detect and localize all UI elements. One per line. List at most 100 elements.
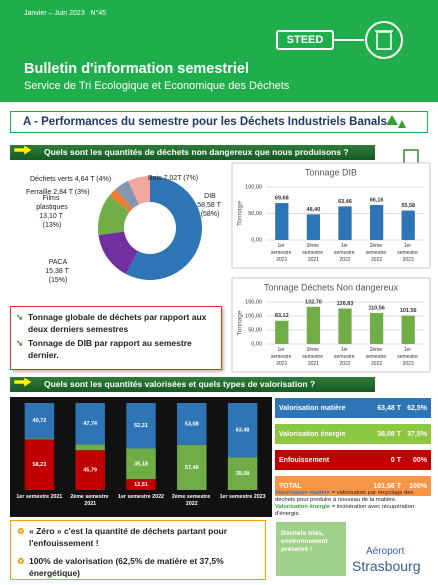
y-tick-label: 0,00	[251, 237, 262, 243]
x-tick-label: 1er semestre 2022	[334, 243, 356, 263]
slice-name: DIB	[204, 193, 216, 200]
value-label: 57,48	[185, 465, 199, 471]
value-label: 63,46	[338, 199, 352, 205]
table-row: Valorisation matière 63,48 T 62,5%	[275, 398, 431, 418]
text-line: 1er	[277, 243, 286, 249]
row-share: 37,5%	[407, 430, 427, 438]
text-line: Films	[43, 195, 62, 202]
value-label: 0	[241, 483, 244, 489]
bar-segment	[227, 403, 258, 458]
text-line: semestre	[302, 354, 324, 360]
text-line: (15%)	[49, 277, 68, 284]
slice-name: Ferraille	[26, 189, 51, 196]
text-line: 1er	[404, 243, 413, 249]
bar	[306, 306, 321, 344]
row-label: Valorisation énergie	[279, 430, 346, 438]
text-line: semestre	[334, 354, 356, 360]
bullet: Tonnage de DIB par rapport au semestre d…	[16, 337, 216, 361]
slice-label: 58,58 T (58%)	[197, 202, 222, 218]
value-label: 47,74	[83, 421, 98, 427]
value-label: 110,56	[368, 305, 385, 311]
text-line: 2ème	[306, 347, 320, 353]
row-label: Valorisation matière	[279, 404, 346, 412]
value-label: 69,68	[275, 196, 289, 202]
y-tick-label: 50,00	[248, 211, 262, 217]
value-label: 45,79	[83, 468, 97, 474]
bar	[401, 315, 415, 344]
text-line: DIB	[204, 193, 216, 200]
value-label: 12,51	[134, 482, 148, 488]
y-axis-label: Tonnage	[237, 201, 244, 226]
value-label: 35,18	[134, 461, 148, 467]
slice-name: Déchets verts	[30, 176, 73, 183]
value-label: 53,08	[185, 421, 199, 427]
y-tick-label: 0,00	[251, 341, 262, 347]
bar-segment	[75, 403, 105, 445]
y-tick-label: 100,00	[245, 313, 262, 319]
x-tick-label: 2ème semestre 2022	[366, 243, 388, 263]
bar-segment	[24, 439, 55, 490]
y-tick-label: 150,00	[245, 299, 262, 305]
text-line: PACA	[49, 259, 68, 266]
bullets-box: Tonnage globale de déchets par rapport a…	[10, 306, 222, 370]
bar	[306, 214, 321, 240]
slice-name: Films plastiques	[36, 195, 68, 211]
text-line: 2022	[371, 361, 382, 367]
text-line: (13%)	[43, 222, 62, 229]
note-text: = incinération avec récupération d'énerg…	[275, 504, 415, 517]
text-line: 2ème semestre	[70, 494, 110, 500]
header: Janvier – Juin 2023 N°45 STEED Bulletin …	[0, 0, 438, 102]
row-label: Enfouissement	[279, 456, 330, 464]
slice-name: Bois	[148, 175, 162, 182]
text-line: 2ème	[370, 243, 384, 249]
text-line: 58,58 T	[197, 202, 222, 209]
value-label: 1,05	[34, 432, 45, 438]
y-tick-label: 100,00	[245, 184, 262, 190]
text-line: semestre	[271, 354, 293, 360]
text-line: semestre	[397, 354, 419, 360]
note-text: = valorisation par recyclage des déchets…	[275, 490, 414, 503]
slice-value: 2,84 T (3%)	[53, 189, 89, 196]
bin-icon	[403, 149, 419, 167]
airport-line2: Strasbourg	[352, 558, 421, 574]
airport-line1: Aéroport	[366, 546, 405, 557]
y-tick-label: 50,00	[248, 327, 262, 333]
text-line: plastiques	[36, 204, 68, 211]
bullet: « Zéro » c'est la quantité de déchets pa…	[17, 525, 259, 549]
value-label: 66,16	[370, 197, 384, 203]
bullets-box: « Zéro » c'est la quantité de déchets pa…	[10, 520, 266, 580]
bar-segment	[126, 479, 156, 490]
issue: Janvier – Juin 2023 N°45	[24, 10, 107, 17]
note-term: Valorisation matière	[275, 490, 331, 496]
text-line: 2023	[403, 257, 414, 263]
text-line: 2ème semestre	[172, 494, 212, 500]
text-line: 2ème	[370, 347, 384, 353]
text-line: 2021	[276, 257, 287, 263]
text-line: 1er	[277, 347, 286, 353]
chart-bg	[10, 397, 272, 517]
text-line: 1er semestre 2023	[220, 494, 266, 500]
slogan: Déchets triés, environnement préservé !	[276, 522, 346, 576]
text-line: 2ème	[306, 243, 320, 249]
bullet: 100% de valorisation (62,5% de matière e…	[17, 555, 259, 579]
chart-title: Tonnage Déchets Non dangereux	[264, 282, 399, 292]
bar-segment	[126, 403, 156, 449]
text-line: 2022	[186, 501, 198, 507]
text-line: 2021	[84, 501, 96, 507]
value-label: 0	[190, 483, 193, 489]
text-line: 2023	[403, 361, 414, 367]
slice-label: Bois 7,02T (7%)	[148, 175, 198, 182]
text-line: 1er semestre 2022	[118, 494, 164, 500]
value-label: 6,47	[85, 438, 96, 444]
row-label: TOTAL	[279, 482, 302, 490]
pie-slice	[98, 195, 130, 236]
text-line: semestre	[366, 250, 388, 256]
row-tonnage: 0 T	[390, 456, 401, 464]
value-label: 38,08	[236, 471, 250, 477]
value-label: 126,83	[337, 301, 354, 307]
chart-box	[231, 277, 431, 373]
pie-slice	[109, 188, 133, 212]
slice-value: 4,64 T (4%)	[75, 176, 111, 183]
text-line: 15,38 T	[45, 268, 70, 275]
